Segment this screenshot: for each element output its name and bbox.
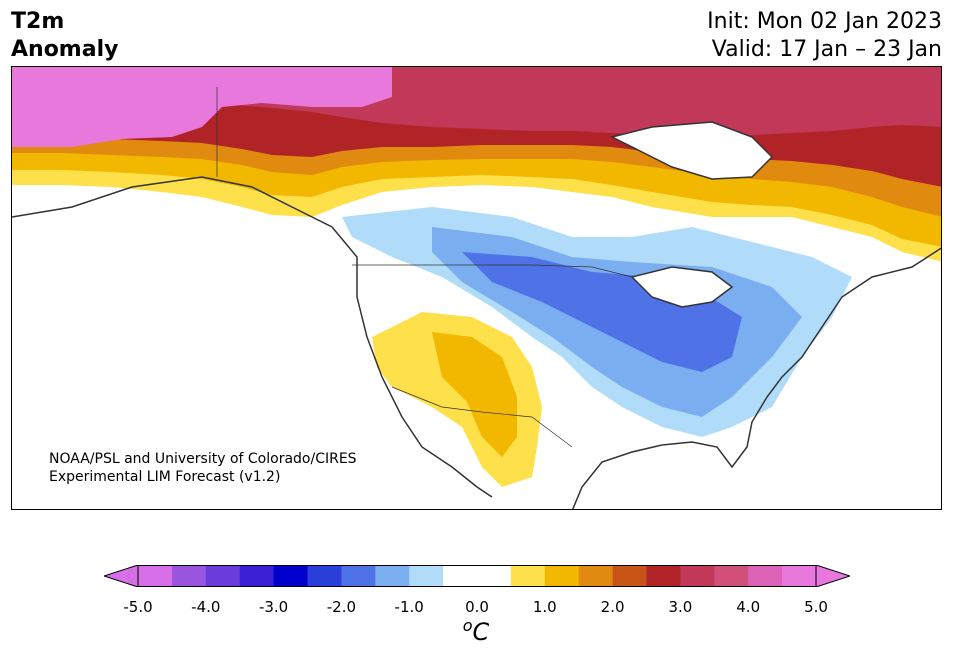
colorbar-tick-label: 5.0 — [804, 598, 828, 616]
title-line-1: T2m — [11, 9, 65, 34]
hudson-bay — [609, 121, 774, 180]
colorbar-cell — [341, 565, 376, 587]
colorbar-tick-label: -2.0 — [326, 598, 357, 616]
colorbar-tick-label: 1.0 — [532, 598, 557, 616]
colorbar-cell — [578, 565, 614, 587]
southwest-warm-region — [372, 312, 542, 487]
colorbar-extend-high — [815, 565, 850, 587]
credit-line-2: Experimental LIM Forecast (v1.2) — [49, 469, 281, 485]
colorbar-cell — [544, 565, 580, 587]
colorbar-tick-label: -3.0 — [258, 598, 289, 616]
us-mexico-border — [391, 386, 573, 448]
map-title: T2m Anomaly — [11, 8, 118, 64]
colorbar-cell — [375, 565, 410, 587]
unit-label: oC — [463, 616, 490, 646]
coastlines — [12, 121, 941, 509]
colorbar-cell — [612, 565, 647, 587]
contour-blue — [462, 252, 742, 372]
coast-east — [572, 247, 941, 509]
colorbar-cell — [205, 565, 241, 587]
colorbar-cell — [239, 565, 275, 587]
colorbar-cell — [273, 565, 308, 587]
colorbar-tick-label: -1.0 — [394, 598, 424, 616]
colorbar — [104, 565, 850, 587]
anomaly-map — [12, 67, 941, 509]
colorbar-cell — [510, 565, 546, 587]
colorbar-cell — [409, 565, 444, 587]
coast-west — [12, 176, 493, 498]
colorbar-cells — [138, 565, 817, 587]
title-line-2: Anomaly — [11, 37, 119, 62]
colorbar-tick-label: 3.0 — [668, 598, 693, 616]
contour-pink-alaska — [12, 67, 392, 147]
great-lakes — [630, 266, 734, 308]
colorbar-cell — [171, 565, 207, 587]
map-panel: NOAA/PSL and University of Colorado/CIRE… — [11, 66, 942, 510]
colorbar-outline — [137, 565, 817, 587]
contour-gold-sw — [432, 332, 517, 457]
colorbar-cell — [782, 565, 817, 587]
colorbar-tick-label: -5.0 — [123, 598, 153, 616]
colorbar-cell — [443, 565, 478, 587]
colorbar-cell — [748, 565, 783, 587]
colorbar-cell — [138, 565, 173, 587]
colorbar-cell — [646, 565, 681, 587]
date-info: Init: Mon 02 Jan 2023 Valid: 17 Jan – 23… — [707, 8, 942, 64]
us-canada-border — [352, 264, 633, 278]
colorbar-cell — [477, 565, 512, 587]
colorbar-tick-label: -4.0 — [191, 598, 221, 616]
unit-celsius: C — [472, 618, 490, 646]
colorbar-cell — [714, 565, 749, 587]
colorbar-tick-label: 4.0 — [736, 598, 761, 616]
credit-line-1: NOAA/PSL and University of Colorado/CIRE… — [49, 451, 357, 467]
credit-text: NOAA/PSL and University of Colorado/CIRE… — [49, 450, 357, 486]
unit-degree: o — [462, 616, 473, 635]
colorbar-cell — [307, 565, 342, 587]
colorbar-tick-label: 0.0 — [465, 598, 489, 616]
init-date: Init: Mon 02 Jan 2023 — [707, 9, 942, 34]
colorbar-cell — [680, 565, 715, 587]
colorbar-tick-label: 2.0 — [600, 598, 625, 616]
borders — [216, 87, 633, 448]
colorbar-extend-low — [104, 565, 139, 587]
valid-range: Valid: 17 Jan – 23 Jan — [711, 37, 942, 62]
